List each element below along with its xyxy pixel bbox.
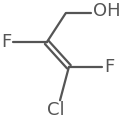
Text: F: F — [105, 58, 115, 76]
Text: F: F — [1, 33, 11, 51]
Text: OH: OH — [93, 2, 121, 20]
Text: Cl: Cl — [47, 101, 64, 119]
